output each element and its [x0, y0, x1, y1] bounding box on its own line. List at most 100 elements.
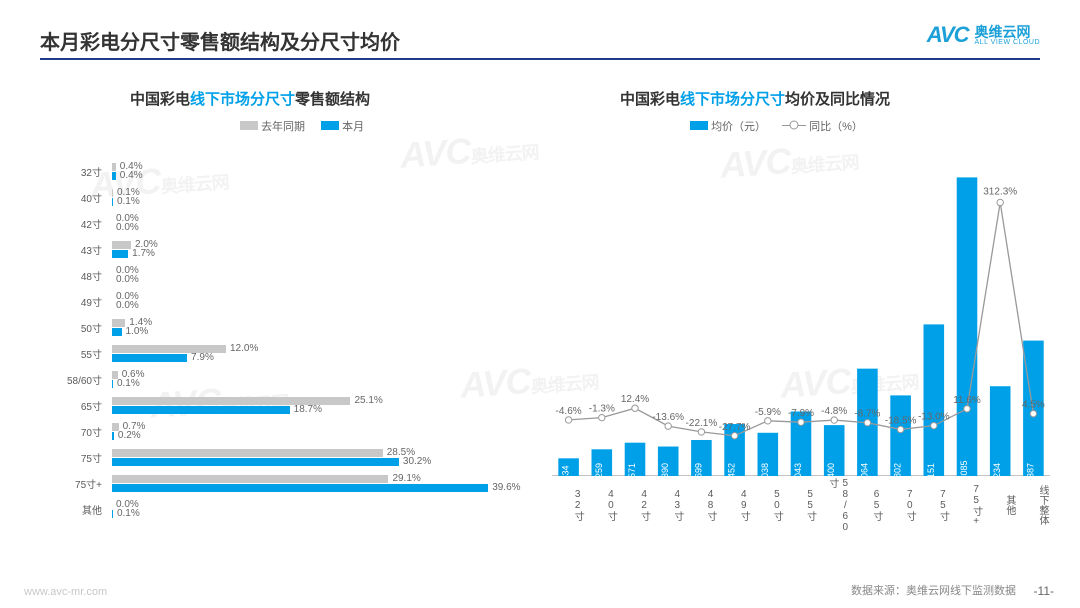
- combo-plot-area: 8341259157113901699245220383043240050643…: [552, 158, 1050, 476]
- hbar-value-label: 7.9%: [191, 352, 214, 363]
- hbar-value-label: 1.0%: [126, 326, 149, 337]
- hbar-row: 43寸2.0%1.7%: [60, 236, 500, 262]
- legend-swatch-yoy: [782, 120, 806, 130]
- combo-xaxis-label: 75寸: [917, 478, 950, 528]
- hbar-row: 50寸1.4%1.0%: [60, 314, 500, 340]
- hbar-category-label: 40寸: [56, 190, 102, 205]
- hbar-value-label: 30.2%: [403, 456, 431, 467]
- hbar-bar-thismonth: 0.1%: [112, 198, 113, 206]
- hbar-bar-lastyear: 1.4%: [112, 319, 125, 327]
- combo-xaxis-label: 58/60寸: [818, 478, 851, 528]
- combo-line-value: -27.7%: [719, 422, 751, 433]
- combo-line-marker: [997, 199, 1003, 205]
- hbar-bar-lastyear: 2.0%: [112, 241, 131, 249]
- hbar-category-label: 50寸: [56, 320, 102, 335]
- page-title: 本月彩电分尺寸零售额结构及分尺寸均价: [40, 26, 400, 55]
- combo-xaxis-label: 线下整体: [1017, 478, 1050, 528]
- legend-swatch-thismonth: [321, 121, 339, 130]
- combo-line-marker: [698, 429, 704, 435]
- combo-line-value: -7.9%: [788, 408, 814, 419]
- hbar-bar-lastyear: 29.1%: [112, 475, 388, 483]
- hbar-bar-thismonth: 30.2%: [112, 458, 399, 466]
- hbar-value-label: 0.1%: [117, 378, 140, 389]
- combo-line-marker: [964, 406, 970, 412]
- hbar-value-label: 39.6%: [492, 482, 520, 493]
- right-chart-legend: 均价（元） 同比（%）: [690, 118, 863, 134]
- hbar-category-label: 43寸: [56, 242, 102, 257]
- combo-line-value: 312.3%: [983, 186, 1017, 197]
- legend-label-yoy: 同比（%）: [809, 121, 863, 133]
- combo-line-value: -8.7%: [854, 409, 880, 420]
- hbar-value-label: 0.0%: [116, 274, 139, 285]
- header-rule: [40, 58, 1040, 60]
- combo-xaxis-label: 55寸: [784, 478, 817, 528]
- hbar-bar-thismonth: 0.2%: [112, 432, 114, 440]
- hbar-category-label: 58/60寸: [56, 372, 102, 387]
- hbar-value-label: 0.0%: [116, 222, 139, 233]
- hbar-row: 48寸0.0%0.0%: [60, 262, 500, 288]
- hbar-value-label: 1.7%: [132, 248, 155, 259]
- combo-svg: 8341259157113901699245220383043240050643…: [552, 158, 1050, 476]
- hbar-bar-thismonth: 1.0%: [112, 328, 122, 336]
- hbar-bar-thismonth: 1.7%: [112, 250, 128, 258]
- combo-xaxis-label: 75寸+: [950, 478, 983, 528]
- hbar-bar-lastyear: 0.4%: [112, 163, 116, 171]
- hbar-value-label: 0.2%: [118, 430, 141, 441]
- brand-name-cn: 奥维云网: [975, 25, 1040, 39]
- combo-xaxis-label: 43寸: [652, 478, 685, 528]
- footer-page-number: -11-: [1034, 584, 1054, 598]
- hbar-category-label: 55寸: [56, 346, 102, 361]
- combo-xaxis: 32寸40寸42寸43寸48寸49寸50寸55寸58/60寸65寸70寸75寸7…: [552, 478, 1050, 528]
- hbar-category-label: 其他: [56, 502, 102, 517]
- combo-line-value: -4.6%: [556, 406, 582, 417]
- combo-line-marker: [931, 422, 937, 428]
- legend-swatch-lastyear: [240, 121, 258, 130]
- combo-xaxis-label: 70寸: [884, 478, 917, 528]
- combo-line-marker: [665, 423, 671, 429]
- combo-bar-value: 4234: [992, 463, 1002, 476]
- combo-bar: [924, 324, 945, 476]
- hbar-bar-thismonth: 39.6%: [112, 484, 488, 492]
- combo-line-value: 11.6%: [953, 395, 981, 406]
- footer-source: 数据来源：奥维云网线下监测数据: [851, 582, 1016, 598]
- hbar-value-label: 29.1%: [392, 473, 420, 484]
- combo-line-marker: [599, 414, 605, 420]
- combo-line-marker: [632, 405, 638, 411]
- combo-xaxis-label: 48寸: [685, 478, 718, 528]
- combo-line-marker: [798, 419, 804, 425]
- combo-xaxis-label: 其他: [984, 478, 1017, 528]
- hbar-row: 70寸0.7%0.2%: [60, 418, 500, 444]
- legend-swatch-price: [690, 121, 708, 130]
- combo-bar-value: 7151: [926, 463, 936, 476]
- hbar-value-label: 18.7%: [294, 404, 322, 415]
- legend-label-lastyear: 去年同期: [261, 121, 305, 133]
- combo-line-value: -1.3%: [589, 404, 615, 415]
- legend-label-price: 均价（元）: [711, 121, 766, 133]
- hbar-value-label: 12.0%: [230, 343, 258, 354]
- hbar-category-label: 32寸: [56, 164, 102, 179]
- hbar-value-label: 25.1%: [354, 395, 382, 406]
- hbar-category-label: 48寸: [56, 268, 102, 283]
- combo-line-marker: [831, 417, 837, 423]
- brand-logo: AVC: [927, 22, 969, 48]
- hbar-category-label: 65寸: [56, 398, 102, 413]
- combo-bar-value: 2400: [826, 463, 836, 476]
- hbar-row: 75寸28.5%30.2%: [60, 444, 500, 470]
- combo-line-value: -22.1%: [686, 418, 718, 429]
- combo-bar: [957, 177, 978, 476]
- hbar-bar-thismonth: 7.9%: [112, 354, 187, 362]
- hbar-category-label: 75寸: [56, 450, 102, 465]
- combo-line-value: -13.6%: [652, 412, 684, 423]
- left-hbar-chart: 32寸0.4%0.4%40寸0.1%0.1%42寸0.0%0.0%43寸2.0%…: [60, 158, 500, 558]
- combo-xaxis-label: 42寸: [618, 478, 651, 528]
- combo-line-value: 12.4%: [621, 394, 649, 405]
- hbar-bar-lastyear: 0.1%: [112, 189, 113, 197]
- hbar-bar-lastyear: 28.5%: [112, 449, 383, 457]
- brand: AVC 奥维云网 ALL VIEW CLOUD: [927, 22, 1040, 48]
- combo-bar-value: 834: [561, 465, 571, 476]
- combo-line-marker: [731, 433, 737, 439]
- hbar-row: 65寸25.1%18.7%: [60, 392, 500, 418]
- hbar-bar-thismonth: 0.1%: [112, 510, 113, 518]
- hbar-row: 49寸0.0%0.0%: [60, 288, 500, 314]
- combo-line-value: -4.8%: [821, 406, 847, 417]
